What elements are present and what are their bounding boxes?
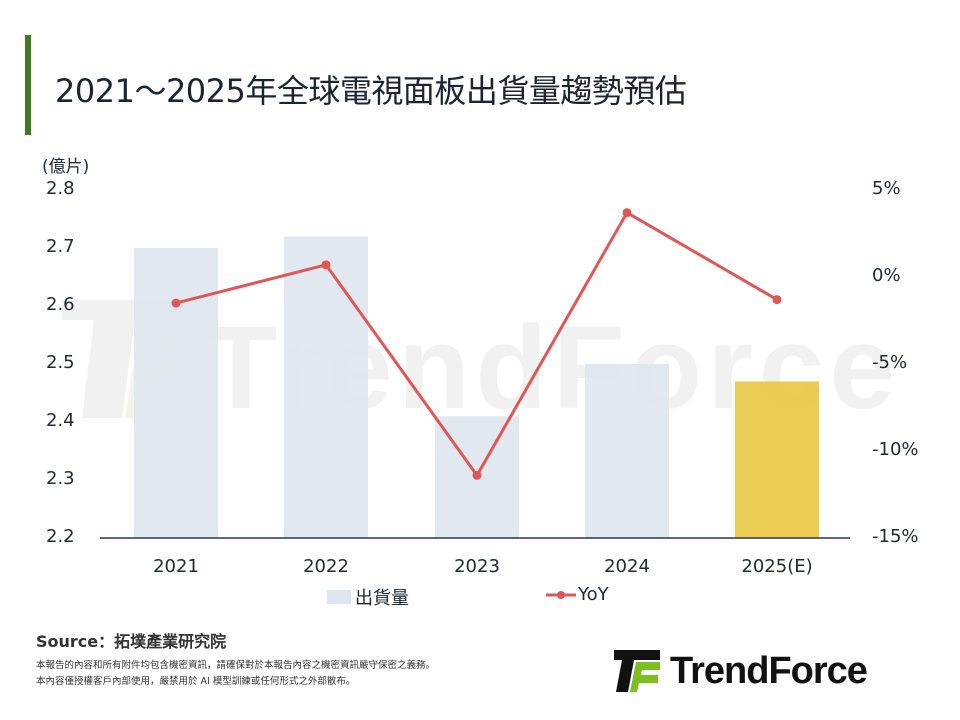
y-tick-label: 2.8 <box>46 178 75 199</box>
y-tick-label: 2.3 <box>46 468 75 489</box>
y-tick-label: 2.4 <box>46 410 75 431</box>
trendforce-logo: TrendForce <box>612 648 868 694</box>
y2-tick-label: -15% <box>872 526 919 547</box>
legend-label-shipments: 出貨量 <box>355 588 409 609</box>
legend-swatch-bar <box>327 590 351 604</box>
disclaimer-line-2: 本內容僅授權客戶內部使用，嚴禁用於 AI 模型訓練或任何形式之外部散布。 <box>36 676 356 687</box>
disclaimer-line-1: 本報告的內容和所有附件均包含機密資訊，請確保對於本報告內容之機密資訊嚴守保密之義… <box>36 660 436 671</box>
legend-item-yoy: YoY <box>546 584 609 605</box>
title-accent-bar <box>25 35 31 135</box>
y-tick-label: 2.5 <box>46 352 75 373</box>
legend-item-shipments: 出貨量 <box>327 584 409 610</box>
y-tick-label: 2.7 <box>46 236 75 257</box>
chart-title: 2021～2025年全球電視面板出貨量趨勢預估 <box>55 72 687 110</box>
bar-2024 <box>585 364 669 538</box>
bar-2021 <box>134 248 218 538</box>
x-tick-label: 2022 <box>303 556 349 577</box>
x-tick-label: 2025(E) <box>741 556 813 577</box>
bar-2025(E) <box>735 381 819 538</box>
y2-tick-label: -10% <box>872 439 919 460</box>
trendforce-logo-icon <box>614 650 660 692</box>
yoy-point-2025(E) <box>772 295 782 305</box>
y2-tick-label: -5% <box>872 352 908 373</box>
y2-tick-label: 5% <box>872 178 901 199</box>
x-tick-label: 2024 <box>604 556 650 577</box>
source-label: Source：拓墣產業研究院 <box>36 632 227 651</box>
x-tick-label: 2021 <box>153 556 199 577</box>
yoy-point-2023 <box>472 470 482 480</box>
yoy-point-2022 <box>321 260 331 270</box>
legend-swatch-line <box>546 590 576 599</box>
y-axis-unit: (億片) <box>42 157 90 177</box>
trendforce-logo-text: TrendForce <box>670 649 868 692</box>
bar-series <box>134 236 819 538</box>
yoy-point-2021 <box>171 298 181 308</box>
yoy-line-series <box>171 208 782 480</box>
y2-tick-label: 0% <box>872 265 901 286</box>
y-tick-label: 2.2 <box>46 526 75 547</box>
x-tick-label: 2023 <box>454 556 500 577</box>
yoy-point-2024 <box>622 208 632 218</box>
y-tick-label: 2.6 <box>46 294 75 315</box>
bar-2022 <box>284 236 368 538</box>
legend-label-yoy: YoY <box>578 584 609 605</box>
